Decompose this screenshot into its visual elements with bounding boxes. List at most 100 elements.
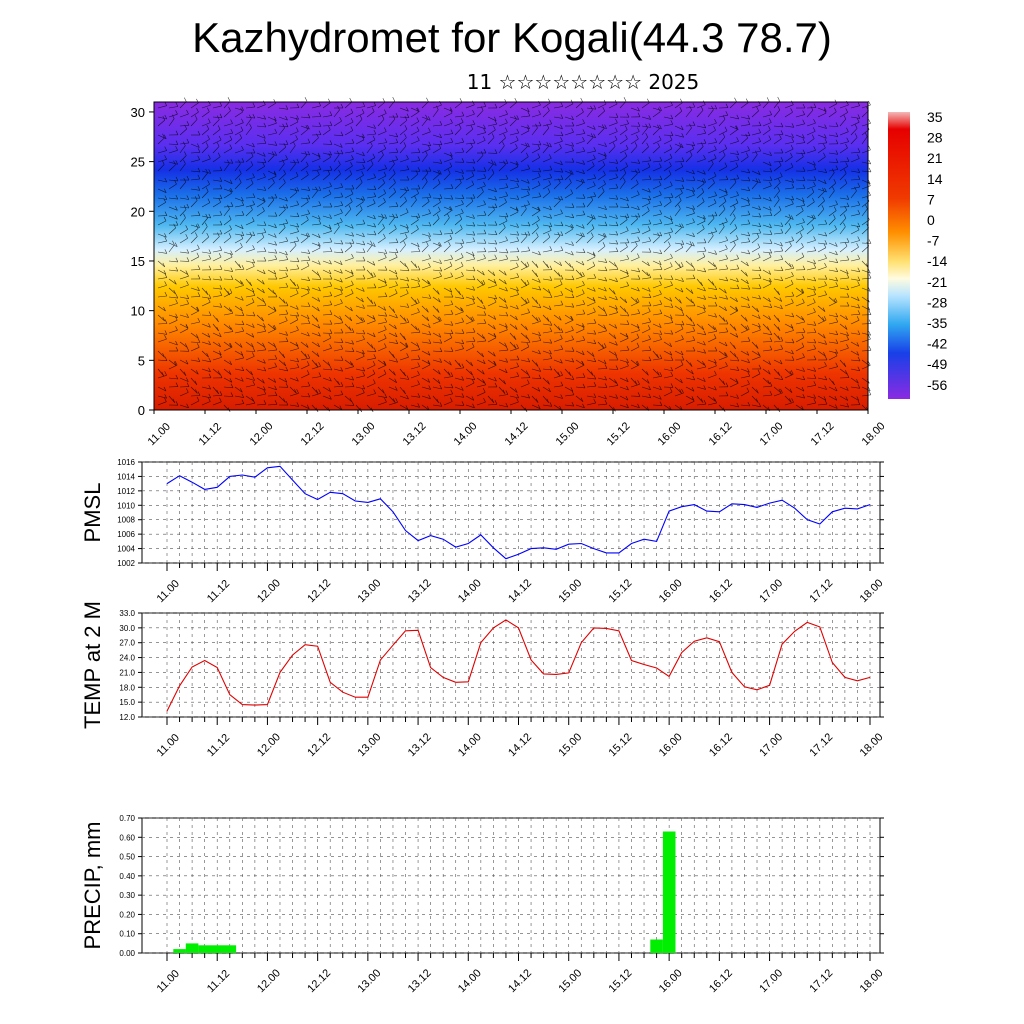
x-tick-label: 12.12 bbox=[299, 420, 327, 448]
x-tick-label: 15.12 bbox=[607, 577, 635, 605]
precip-bar bbox=[662, 831, 676, 953]
y-tick-label: 18.0 bbox=[119, 683, 135, 692]
x-tick-label: 11.12 bbox=[205, 968, 232, 995]
x-tick-label: 11.00 bbox=[155, 578, 182, 605]
x-tick-label: 13.00 bbox=[355, 967, 383, 995]
x-tick-label: 15.12 bbox=[605, 420, 633, 448]
x-tick-label: 13.12 bbox=[401, 420, 429, 448]
y-tick-label: 33.0 bbox=[119, 609, 135, 618]
x-tick-label: 16.00 bbox=[657, 967, 685, 995]
y-tick-label: 15.0 bbox=[119, 698, 135, 707]
colorbar-label: -42 bbox=[927, 336, 947, 352]
x-tick-label: 16.00 bbox=[657, 731, 685, 759]
x-tick-label: 11.12 bbox=[205, 732, 232, 759]
colorbar-label: -14 bbox=[927, 253, 947, 269]
x-tick-label: 13.00 bbox=[350, 420, 378, 448]
precip-bar bbox=[223, 945, 237, 953]
x-tick-label: 13.12 bbox=[406, 967, 434, 995]
colorbar-label: -7 bbox=[927, 233, 940, 249]
precip-bar bbox=[650, 939, 663, 953]
x-tick-label: 14.00 bbox=[456, 731, 484, 759]
temp-axis-label: TEMP at 2 M bbox=[80, 601, 105, 729]
x-tick-label: 16.12 bbox=[707, 731, 735, 759]
precip-bar bbox=[198, 945, 211, 953]
x-tick-label: 17.00 bbox=[757, 731, 785, 759]
x-tick-label: 11.00 bbox=[155, 968, 182, 995]
x-tick-label: 15.12 bbox=[607, 967, 635, 995]
y-tick-label: 0.30 bbox=[119, 891, 135, 900]
y-tick-label: 0.10 bbox=[119, 930, 135, 939]
temp-series-line bbox=[166, 619, 871, 712]
x-tick-label: 12.12 bbox=[305, 577, 333, 605]
x-tick-label: 16.00 bbox=[657, 577, 685, 605]
y-tick-label: 24.0 bbox=[119, 654, 135, 663]
y-tick-label: 1002 bbox=[117, 559, 135, 568]
x-tick-label: 16.12 bbox=[707, 577, 735, 605]
colorbar-label: 0 bbox=[927, 212, 935, 228]
x-tick-label: 16.12 bbox=[707, 967, 735, 995]
x-tick-label: 12.12 bbox=[305, 731, 333, 759]
x-tick-label: 12.00 bbox=[255, 577, 283, 605]
x-tick-label: 15.00 bbox=[556, 577, 584, 605]
y-tick-label: 1004 bbox=[117, 545, 135, 554]
y-tick-label: 15 bbox=[131, 254, 145, 269]
y-tick-label: 0.70 bbox=[119, 814, 135, 823]
precip-axis-label: PRECIP, mm bbox=[80, 822, 105, 950]
x-tick-label: 11.00 bbox=[155, 732, 182, 759]
y-tick-label: 0.60 bbox=[119, 833, 135, 842]
x-tick-label: 16.12 bbox=[707, 420, 735, 448]
x-tick-label: 13.00 bbox=[355, 577, 383, 605]
y-tick-label: 20 bbox=[131, 204, 145, 219]
pmsl-grid bbox=[142, 461, 880, 564]
x-tick-label: 17.00 bbox=[757, 967, 785, 995]
x-tick-label: 14.12 bbox=[506, 967, 534, 995]
y-tick-label: 1014 bbox=[117, 472, 135, 481]
colorbar-label: -28 bbox=[927, 294, 947, 310]
pmsl-series-line bbox=[166, 465, 871, 560]
colorbar-label: -56 bbox=[927, 377, 947, 393]
colorbar-label: 14 bbox=[927, 171, 943, 187]
x-tick-label: 16.00 bbox=[656, 420, 684, 448]
y-tick-label: 30.0 bbox=[119, 624, 135, 633]
precip-bar bbox=[185, 943, 199, 953]
colorbar-label: 21 bbox=[927, 150, 943, 166]
x-tick-label: 17.00 bbox=[758, 420, 786, 448]
x-tick-label: 15.00 bbox=[556, 731, 584, 759]
x-tick-label: 17.12 bbox=[807, 577, 835, 605]
y-tick-label: 21.0 bbox=[119, 668, 135, 677]
precip-bar bbox=[173, 949, 186, 953]
y-tick-label: 1012 bbox=[117, 487, 135, 496]
x-tick-label: 11.12 bbox=[205, 578, 232, 605]
x-tick-label: 12.00 bbox=[255, 967, 283, 995]
colorbar-label: -35 bbox=[927, 315, 947, 331]
y-tick-label: 0.40 bbox=[119, 872, 135, 881]
x-tick-label: 11.00 bbox=[146, 421, 173, 448]
y-tick-label: 0.20 bbox=[119, 910, 135, 919]
y-tick-label: 30 bbox=[131, 105, 145, 120]
y-tick-label: 5 bbox=[138, 353, 145, 368]
colorbar-label: 7 bbox=[927, 191, 935, 207]
chart-title: Kazhydromet for Kogali(44.3 78.7) bbox=[192, 14, 832, 61]
colorbar bbox=[888, 112, 910, 399]
y-tick-label: 27.0 bbox=[119, 639, 135, 648]
x-tick-label: 12.00 bbox=[248, 420, 276, 448]
y-tick-label: 1006 bbox=[117, 530, 135, 539]
y-tick-label: 12.0 bbox=[119, 713, 135, 722]
colorbar-label: 35 bbox=[927, 109, 943, 125]
x-tick-label: 15.00 bbox=[556, 967, 584, 995]
temp-grid bbox=[142, 612, 880, 718]
x-tick-label: 18.00 bbox=[858, 967, 886, 995]
x-tick-label: 18.00 bbox=[858, 731, 886, 759]
x-tick-label: 17.12 bbox=[807, 731, 835, 759]
temperature-field bbox=[154, 102, 868, 410]
wind-barbs bbox=[157, 96, 872, 413]
x-tick-label: 12.00 bbox=[255, 731, 283, 759]
y-tick-label: 0 bbox=[138, 403, 145, 418]
colorbar-label: -21 bbox=[927, 274, 947, 290]
x-tick-label: 13.12 bbox=[406, 577, 434, 605]
y-tick-label: 0.50 bbox=[119, 853, 135, 862]
x-tick-label: 12.12 bbox=[305, 967, 333, 995]
precip-grid bbox=[142, 817, 880, 954]
x-tick-label: 18.00 bbox=[858, 577, 886, 605]
y-tick-label: 1008 bbox=[117, 516, 135, 525]
